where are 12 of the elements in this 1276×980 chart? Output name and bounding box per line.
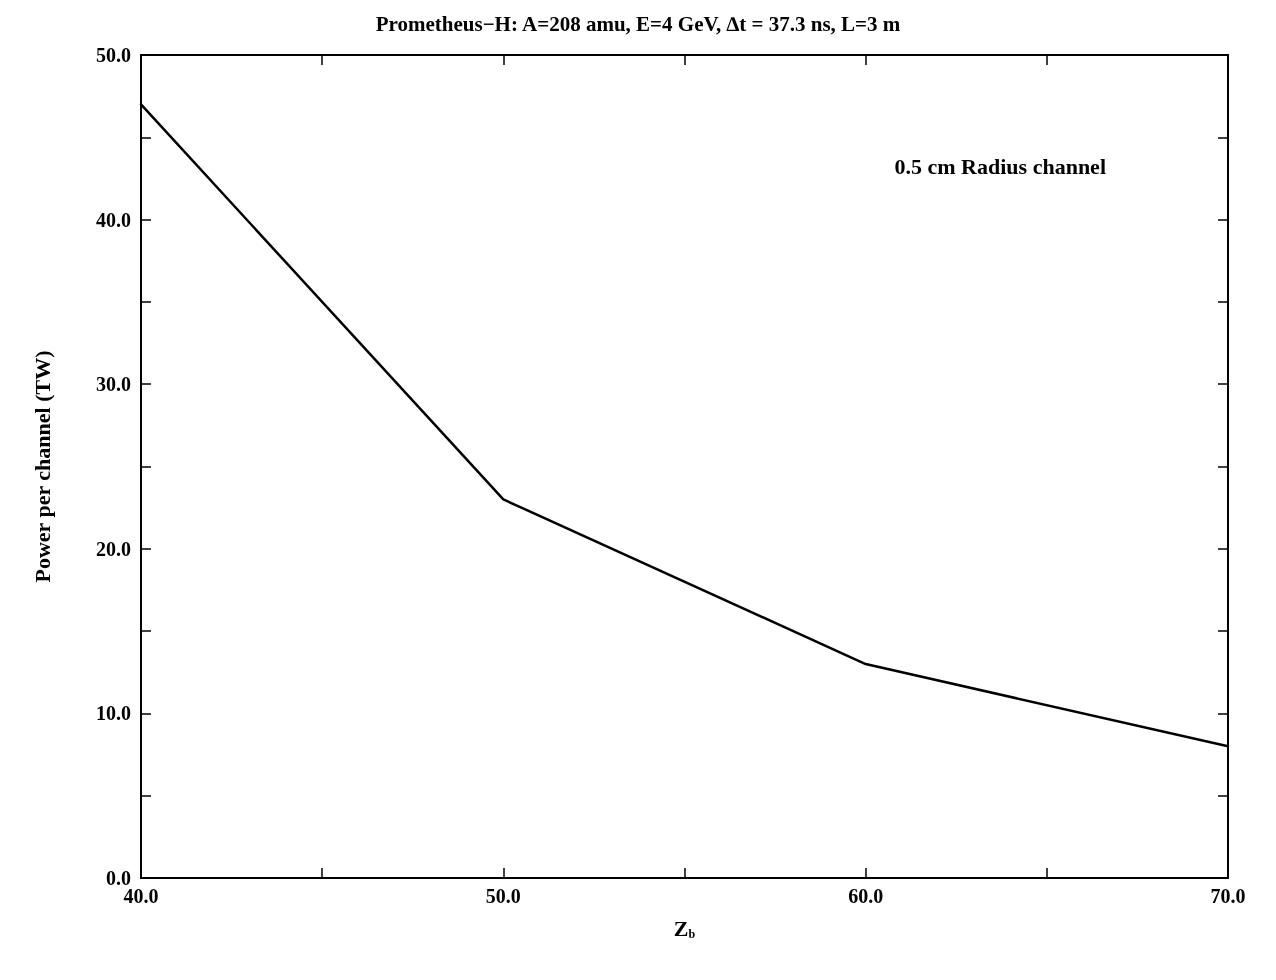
x-tick-label: 70.0 xyxy=(1210,885,1246,907)
y-tick-label: 50.0 xyxy=(96,44,131,66)
line-series xyxy=(139,103,1230,748)
y-tick-label: 20.0 xyxy=(96,537,131,560)
y-tick-label: 30.0 xyxy=(96,373,131,396)
y-tick-label: 10.0 xyxy=(96,702,131,725)
y-tick-label: 40.0 xyxy=(96,208,131,231)
annotation: 0.5 cm Radius channel xyxy=(894,153,1107,179)
x-tick-label: 60.0 xyxy=(848,885,884,907)
y-axis-title: Power per channel (TW) xyxy=(29,350,55,583)
chart-title: Prometheus−H: A=208 amu, E=4 GeV, ∆t = 37.3 ns, L=3 m xyxy=(375,11,901,36)
x-tick-label: 50.0 xyxy=(485,885,521,907)
